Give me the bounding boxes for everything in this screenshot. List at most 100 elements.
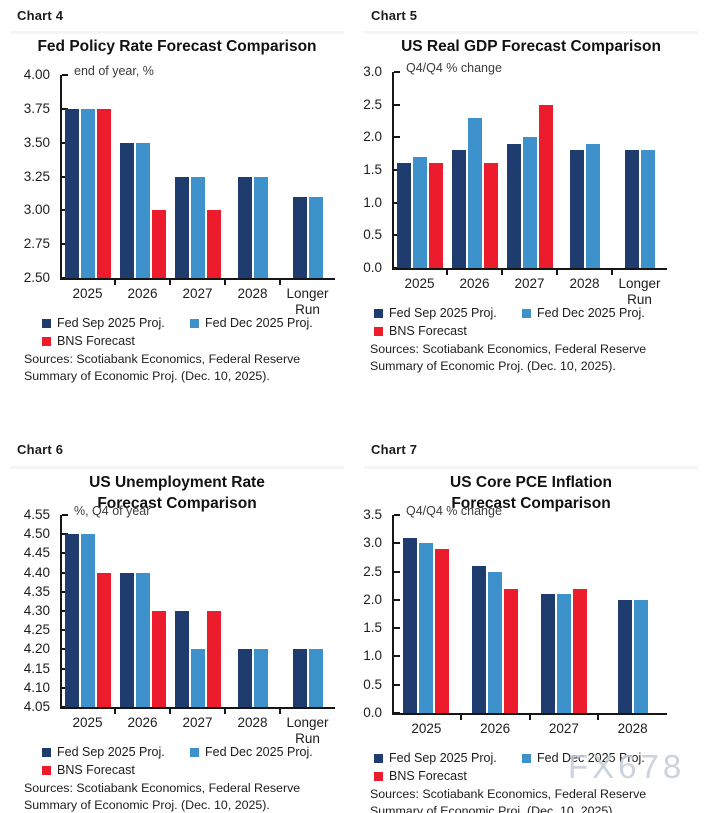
legend-swatch-icon [374, 771, 383, 781]
chart-sources: Sources: Scotiabank Economics, Federal R… [370, 342, 647, 373]
y-tick-label: 1.5 [363, 162, 382, 177]
y-tick-label: 4.50 [23, 526, 50, 542]
legend-swatch-icon [374, 753, 383, 763]
axis-unit-label: Q4/Q4 % change [406, 61, 502, 75]
y-axis-tick [62, 706, 68, 708]
chart-legend: Fed Sep 2025 Proj. Fed Dec 2025 Proj. BNS … [374, 751, 684, 791]
legend-swatch-icon [42, 765, 51, 775]
x-category-label: Longer Run [286, 715, 329, 746]
bar [253, 176, 268, 278]
y-tick-label: 2.0 [363, 591, 382, 607]
bar [419, 543, 434, 713]
bar [292, 649, 307, 707]
y-tick-label: 2.5 [363, 563, 382, 579]
x-category-label: 2025 [411, 721, 442, 736]
bar [190, 176, 205, 278]
chart-number-label: Chart 6 [17, 442, 64, 457]
chart-title: US Real GDP Forecast Comparison [401, 38, 661, 55]
y-tick-label: 4.35 [23, 583, 50, 599]
y-axis-tick [394, 542, 400, 545]
x-category-label: Longer Run [618, 276, 661, 307]
x-category-label: 2026 [459, 276, 490, 291]
x-axis-tick [279, 707, 281, 714]
chart-sources: Sources: Scotiabank Economics, Federal R… [24, 781, 301, 812]
bar [308, 196, 323, 278]
bar [206, 611, 221, 707]
legend-item: BNS Forecast [374, 324, 467, 338]
legend-swatch-icon [374, 326, 383, 336]
x-category-label: 2028 [237, 715, 268, 730]
chart-title: Fed Policy Rate Forecast Comparison [37, 38, 317, 55]
chart-legend: Fed Sep 2025 Proj. Fed Dec 2025 Proj. BNS … [42, 745, 352, 785]
bar [80, 534, 95, 707]
x-category-label: 2025 [404, 276, 435, 291]
bar [488, 571, 503, 713]
chart-title: US Unemployment Rate Forecast Comparison [89, 474, 265, 512]
legend-swatch-icon [190, 318, 199, 328]
bar [506, 143, 521, 268]
legend-item: Fed Sep 2025 Proj. [42, 316, 165, 330]
x-category-label: 2028 [569, 276, 600, 291]
bar [504, 588, 519, 713]
y-axis-tick [394, 627, 400, 630]
bar [151, 210, 166, 278]
legend-item: Fed Sep 2025 Proj. [42, 745, 165, 759]
divider [364, 466, 698, 469]
axis-unit-label: %, Q4 of year [74, 504, 151, 518]
y-tick-label: 4.40 [23, 564, 50, 580]
x-axis-tick [279, 278, 281, 285]
x-category-label: 2025 [72, 715, 103, 730]
legend-label: Fed Sep 2025 Proj. [389, 751, 497, 765]
x-category-label: 2027 [182, 286, 213, 301]
bar [556, 594, 571, 713]
y-tick-label: 3.75 [23, 100, 50, 116]
chart-number-label: Chart 5 [371, 8, 418, 23]
x-axis-tick [169, 278, 171, 285]
y-tick-label: 3.00 [23, 202, 50, 218]
x-axis-tick [528, 713, 531, 720]
x-category-label: 2026 [480, 721, 511, 736]
y-tick-label: 4.15 [23, 660, 50, 676]
chart-plot-area: Q4/Q4 % change 3.0 2.5 2.0 1.5 1.0 0.5 0.0 2025 2… [363, 61, 667, 307]
y-tick-label: 0.0 [363, 705, 382, 720]
bar [585, 143, 600, 268]
x-axis-tick [446, 268, 448, 275]
x-axis-tick [169, 707, 171, 714]
x-axis-line [60, 278, 335, 280]
legend-label: BNS Forecast [389, 769, 467, 783]
y-tick-label: 3.0 [363, 64, 382, 79]
chart-legend: Fed Sep 2025 Proj. Fed Dec 2025 Proj. BNS … [42, 316, 352, 356]
y-axis-line [60, 75, 62, 280]
legend-swatch-icon [42, 747, 51, 757]
x-axis-line [60, 707, 335, 709]
y-tick-label: 3.50 [23, 134, 50, 150]
y-axis-tick [394, 136, 400, 139]
chart-sources: Sources: Scotiabank Economics, Federal R… [24, 352, 301, 383]
y-axis-tick [394, 514, 400, 516]
y-tick-label: 4.25 [23, 622, 50, 638]
y-tick-label: 1.0 [363, 194, 382, 210]
legend-item: Fed Sep 2025 Proj. [374, 306, 497, 320]
bar [412, 156, 427, 268]
bar [237, 176, 252, 278]
axis-unit-label: end of year, % [74, 64, 154, 78]
bar [206, 210, 221, 278]
legend-item: Fed Dec 2025 Proj. [190, 316, 313, 330]
legend-label: Fed Sep 2025 Proj. [57, 745, 165, 759]
y-axis-tick [394, 103, 400, 106]
chart-sources: Sources: Scotiabank Economics, Federal R… [370, 787, 647, 813]
legend-item: Fed Dec 2025 Proj. [522, 751, 645, 765]
legend-label: BNS Forecast [57, 334, 135, 348]
x-category-label: 2025 [72, 286, 103, 301]
legend-swatch-icon [374, 308, 383, 318]
x-category-label: 2028 [237, 286, 268, 301]
bar [190, 649, 205, 707]
y-axis-line [392, 72, 394, 270]
legend-label: BNS Forecast [57, 763, 135, 777]
y-tick-label: 4.30 [23, 603, 50, 618]
y-axis-tick [62, 74, 68, 76]
bar [253, 649, 268, 707]
legend-label: BNS Forecast [389, 324, 467, 338]
bar [633, 599, 648, 713]
